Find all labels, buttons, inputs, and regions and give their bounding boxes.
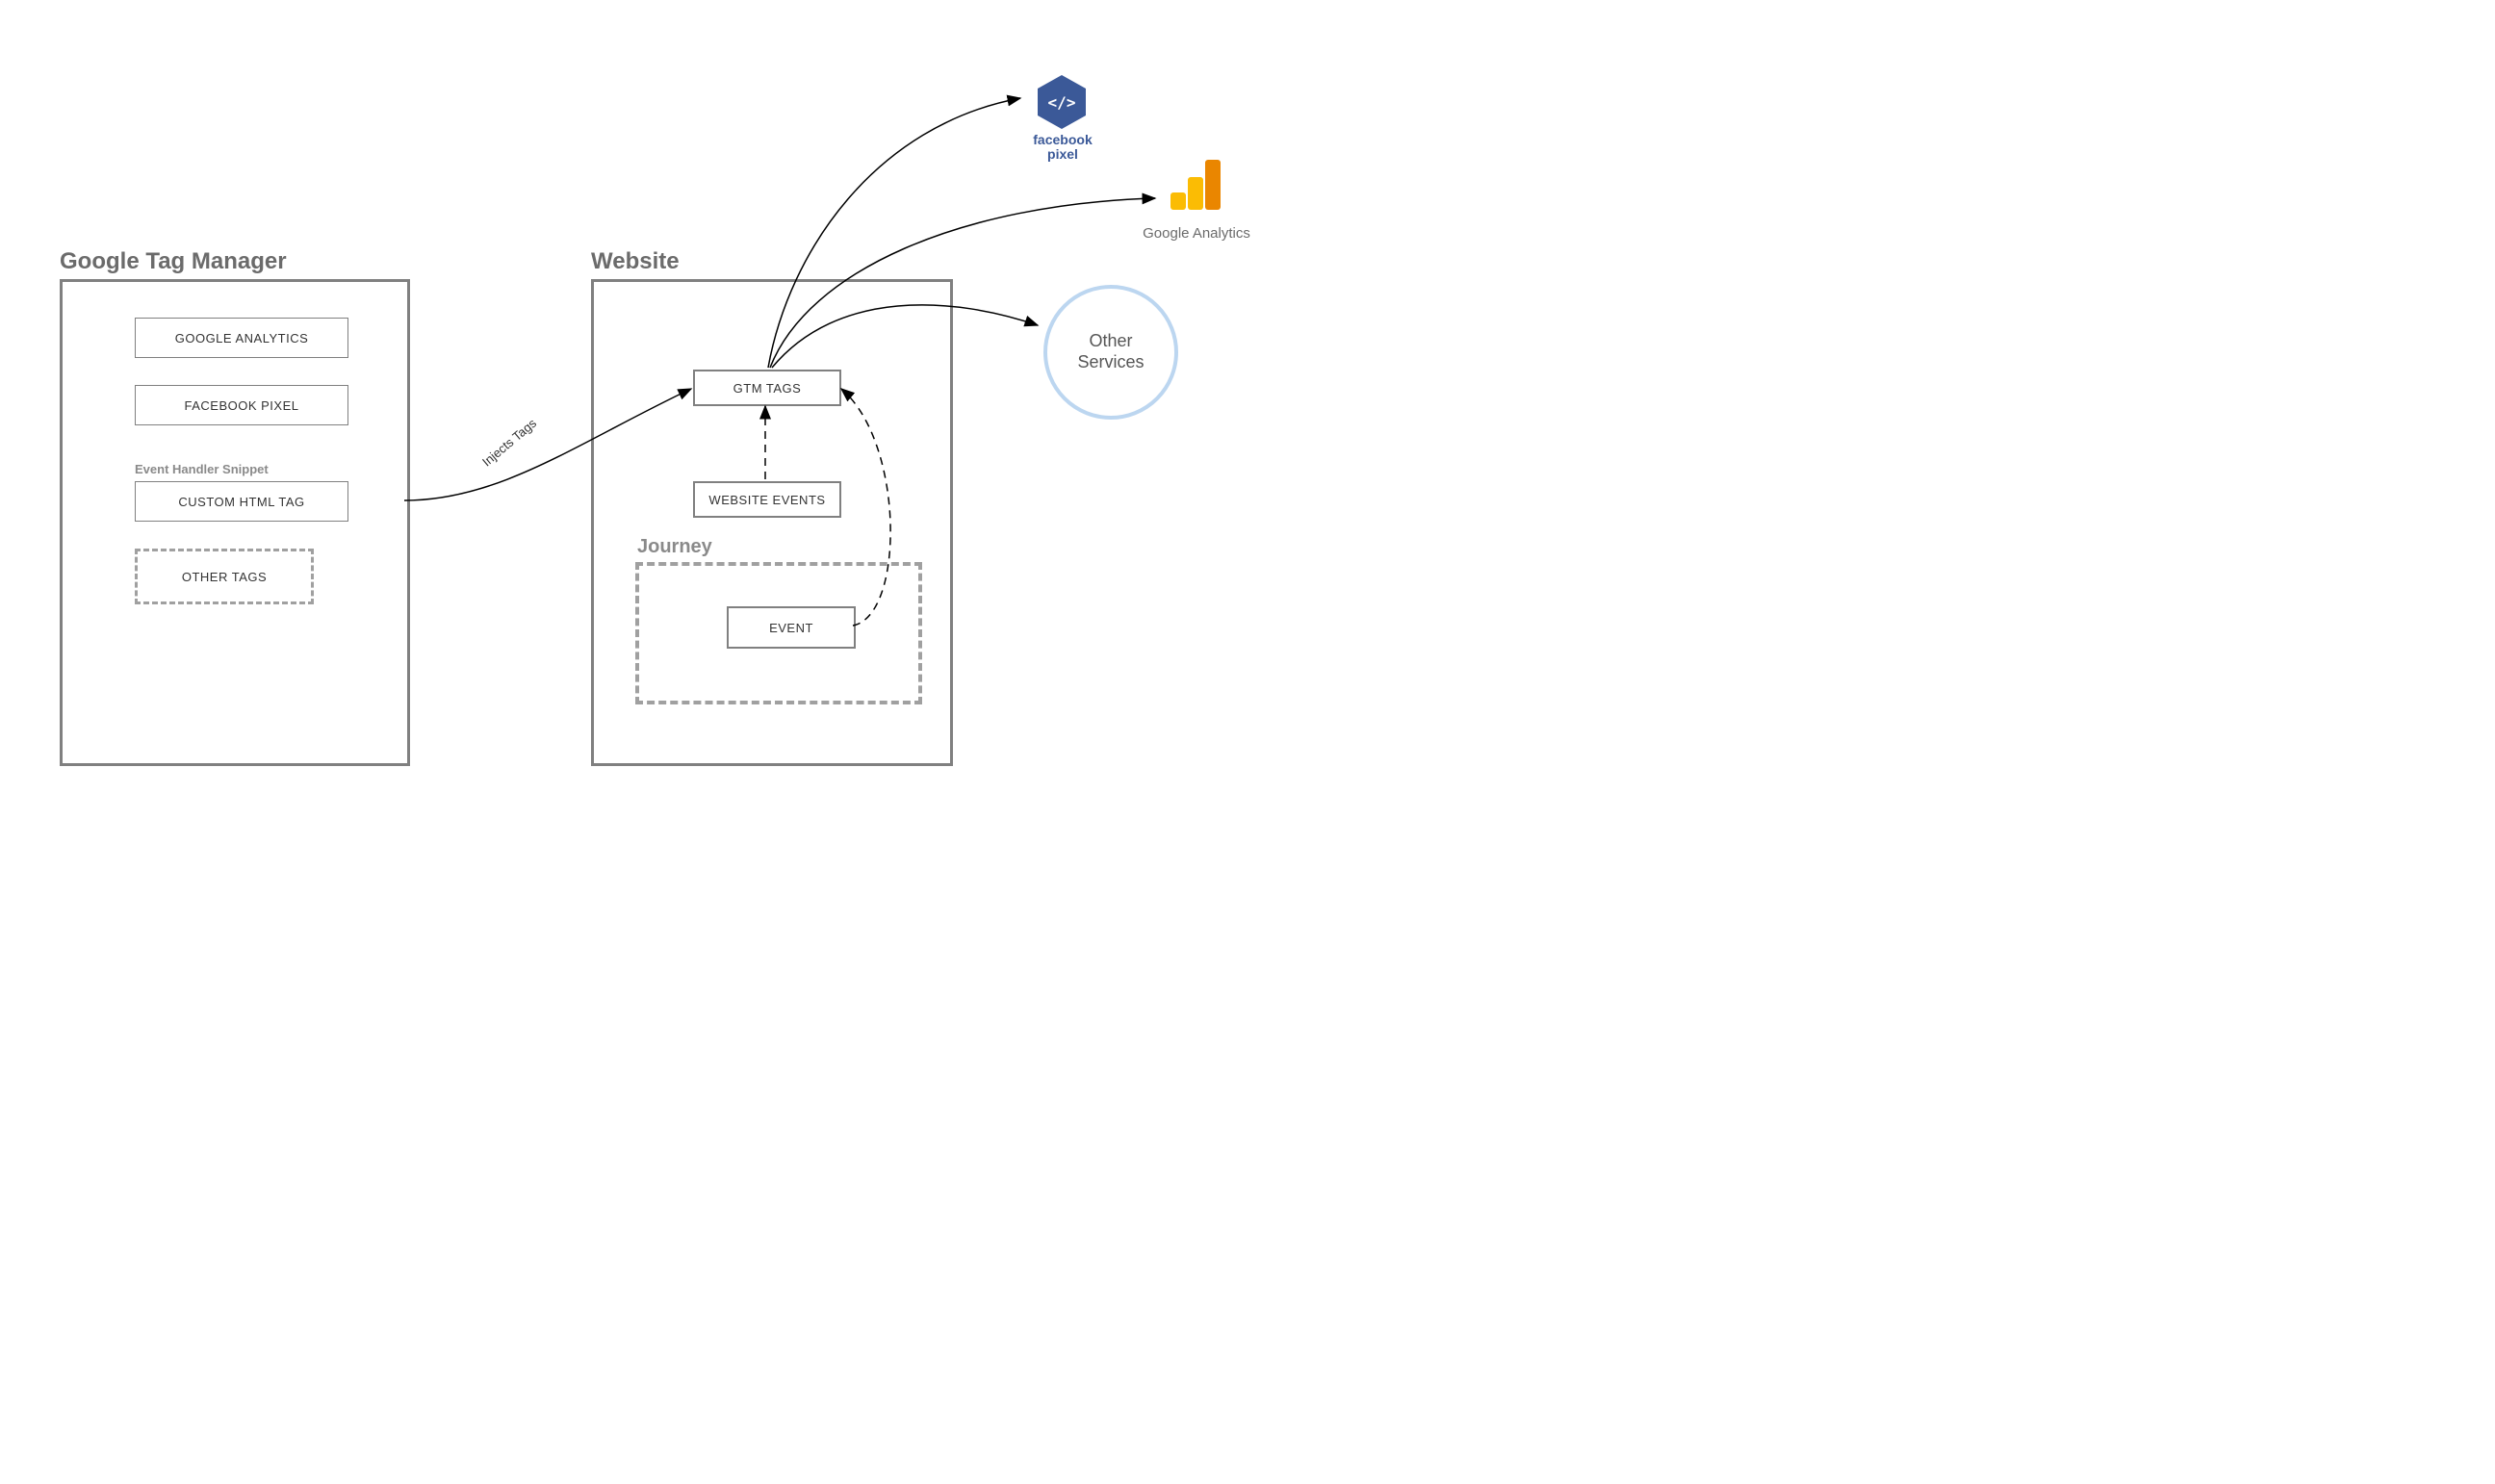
svg-text:</>: </>: [1048, 93, 1076, 112]
other-services-line1: Other: [1089, 331, 1132, 350]
journey-title: Journey: [637, 536, 712, 558]
gtm-item-facebook-pixel: FACEBOOK PIXEL: [135, 385, 348, 425]
other-services-line2: Services: [1077, 352, 1144, 371]
journey-event-box: EVENT: [727, 606, 856, 649]
facebook-pixel-label: facebook pixel: [1013, 133, 1113, 163]
other-services-circle: Other Services: [1043, 285, 1178, 420]
gtm-title: Google Tag Manager: [60, 248, 287, 275]
injects-tags-label: Injects Tags: [479, 416, 539, 469]
gtm-item-google-analytics: GOOGLE ANALYTICS: [135, 318, 348, 358]
event-handler-caption: Event Handler Snippet: [135, 462, 269, 476]
fb-label-line1: facebook: [1033, 132, 1092, 147]
website-events-box: WEBSITE EVENTS: [693, 481, 841, 518]
google-analytics-label: Google Analytics: [1134, 225, 1259, 242]
google-analytics-icon: [1167, 154, 1224, 212]
facebook-pixel-icon: </>: [1038, 75, 1086, 129]
gtm-item-other-tags: OTHER TAGS: [135, 549, 314, 604]
diagram-canvas: Google Tag Manager GOOGLE ANALYTICS FACE…: [0, 0, 1386, 828]
gtm-item-custom-html: CUSTOM HTML TAG: [135, 481, 348, 522]
fb-label-line2: pixel: [1047, 146, 1078, 162]
gtm-tags-box: GTM TAGS: [693, 370, 841, 406]
website-title: Website: [591, 248, 680, 275]
